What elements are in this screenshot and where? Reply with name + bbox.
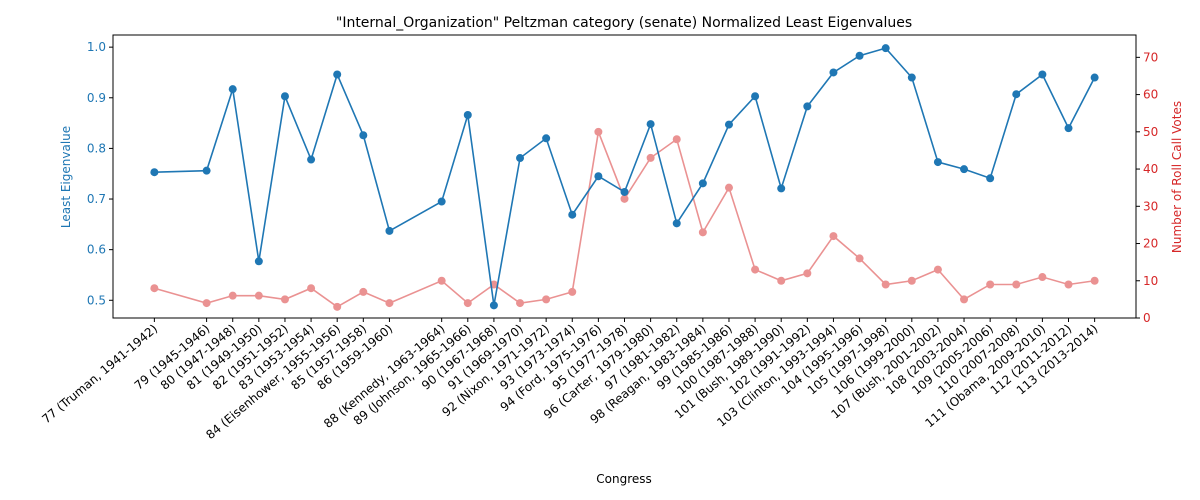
right-y-tick-label: 30 xyxy=(1143,199,1158,213)
left-y-tick-label: 0.5 xyxy=(87,293,106,307)
least-eigenvalue-point xyxy=(855,51,864,60)
right-y-tick-label: 40 xyxy=(1143,162,1158,176)
right-y-tick-label: 0 xyxy=(1143,311,1151,325)
chart-title: "Internal_Organization" Peltzman categor… xyxy=(336,15,912,31)
roll-call-votes-point xyxy=(463,299,472,308)
roll-call-votes-point xyxy=(907,276,916,285)
least-eigenvalue-point xyxy=(516,154,525,163)
right-y-axis: 0 10 20 30 40 50 60 70 xyxy=(1136,50,1158,325)
roll-call-votes-point xyxy=(933,265,942,274)
right-y-axis-label: Number of Roll Call Votes xyxy=(1170,101,1184,253)
least-eigenvalue-point xyxy=(463,110,472,119)
least-eigenvalue-point xyxy=(594,172,603,181)
roll-call-votes-point xyxy=(1064,280,1073,289)
least-eigenvalue-point xyxy=(150,168,159,177)
left-y-tick-label: 0.9 xyxy=(87,91,106,105)
least-eigenvalue-point xyxy=(1090,73,1099,82)
right-y-tick-label: 50 xyxy=(1143,125,1158,139)
plot-area xyxy=(112,34,1137,319)
least-eigenvalue-point xyxy=(933,158,942,167)
least-eigenvalue-point xyxy=(777,184,786,193)
least-eigenvalue-point xyxy=(881,44,890,53)
least-eigenvalue-point xyxy=(202,166,211,175)
roll-call-votes-point xyxy=(150,284,159,293)
roll-call-votes-point xyxy=(228,291,237,300)
roll-call-votes-point xyxy=(620,194,629,203)
least-eigenvalue-point xyxy=(724,120,733,129)
least-eigenvalue-point xyxy=(228,85,237,94)
roll-call-votes-point xyxy=(516,299,525,308)
roll-call-votes-point xyxy=(881,280,890,289)
least-eigenvalue-line xyxy=(154,47,1096,306)
least-eigenvalue-point xyxy=(437,197,446,206)
roll-call-votes-point xyxy=(333,302,342,311)
x-axis-label: Congress xyxy=(596,472,652,486)
least-eigenvalue-point xyxy=(672,219,681,228)
roll-call-votes-point xyxy=(594,127,603,136)
roll-call-votes-point xyxy=(280,295,289,304)
roll-call-votes-point xyxy=(202,299,211,308)
least-eigenvalue-point xyxy=(280,92,289,101)
least-eigenvalue-point xyxy=(307,155,316,164)
least-eigenvalue-point xyxy=(829,68,838,77)
roll-call-votes-point xyxy=(1090,276,1099,285)
right-y-tick-label: 10 xyxy=(1143,274,1158,288)
roll-call-votes-point xyxy=(568,287,577,296)
roll-call-votes-point xyxy=(777,276,786,285)
least-eigenvalue-point xyxy=(698,179,707,188)
roll-call-votes-point xyxy=(672,135,681,144)
least-eigenvalue-point xyxy=(385,226,394,235)
roll-call-votes-point xyxy=(986,280,995,289)
roll-call-votes-point xyxy=(254,291,263,300)
least-eigenvalue-point xyxy=(960,165,969,174)
least-eigenvalue-point xyxy=(803,102,812,111)
least-eigenvalue-point xyxy=(333,70,342,79)
least-eigenvalue-point xyxy=(646,120,655,129)
right-y-tick-label: 70 xyxy=(1143,50,1158,64)
roll-call-votes-point xyxy=(751,265,760,274)
least-eigenvalue-point xyxy=(907,73,916,82)
roll-call-votes-point xyxy=(542,295,551,304)
roll-call-votes-point xyxy=(829,232,838,241)
left-y-tick-label: 1.0 xyxy=(87,40,106,54)
least-eigenvalue-point xyxy=(1064,124,1073,133)
roll-call-votes-point xyxy=(960,295,969,304)
roll-call-votes-series xyxy=(150,127,1099,311)
roll-call-votes-line xyxy=(154,128,1095,308)
roll-call-votes-point xyxy=(437,276,446,285)
left-y-tick-label: 0.7 xyxy=(87,192,106,206)
least-eigenvalue-point xyxy=(986,174,995,183)
least-eigenvalue-point xyxy=(568,210,577,219)
left-y-axis-label: Least Eigenvalue xyxy=(59,126,73,228)
roll-call-votes-point xyxy=(855,254,864,263)
series-layer xyxy=(150,44,1099,311)
left-y-axis: 0.5 0.6 0.7 0.8 0.9 1.0 xyxy=(87,40,113,307)
roll-call-votes-point xyxy=(1012,280,1021,289)
least-eigenvalue-point xyxy=(542,134,551,143)
roll-call-votes-point xyxy=(724,183,733,192)
right-y-tick-label: 20 xyxy=(1143,237,1158,251)
right-y-tick-label: 60 xyxy=(1143,88,1158,102)
least-eigenvalue-point xyxy=(620,187,629,196)
least-eigenvalue-series xyxy=(150,44,1099,310)
roll-call-votes-point xyxy=(385,299,394,308)
least-eigenvalue-point xyxy=(359,131,368,140)
left-y-tick-label: 0.6 xyxy=(87,243,106,257)
least-eigenvalue-point xyxy=(254,257,263,266)
roll-call-votes-point xyxy=(359,287,368,296)
least-eigenvalue-point xyxy=(751,92,760,101)
roll-call-votes-point xyxy=(1038,273,1047,282)
least-eigenvalue-point xyxy=(1038,70,1047,79)
least-eigenvalue-point xyxy=(489,301,498,310)
x-axis: 77 (Truman, 1941-1942)79 (1945-1946)80 (… xyxy=(39,318,1101,442)
roll-call-votes-point xyxy=(698,228,707,237)
least-eigenvalue-point xyxy=(1012,90,1021,99)
roll-call-votes-point xyxy=(307,284,316,293)
left-y-tick-label: 0.8 xyxy=(87,141,106,155)
roll-call-votes-point xyxy=(803,269,812,278)
roll-call-votes-point xyxy=(646,153,655,162)
